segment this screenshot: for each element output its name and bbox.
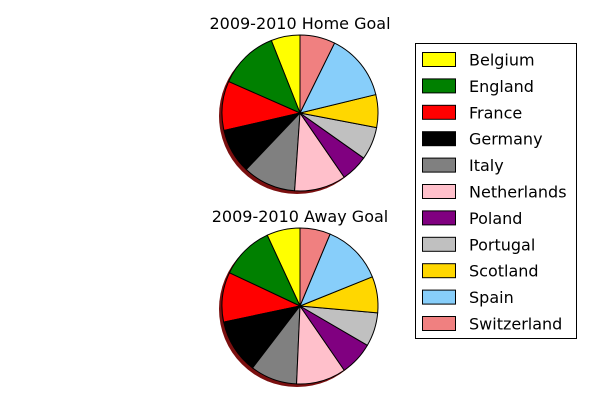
home-goal-pie: 2009-2010 Home Goal: [209, 14, 391, 194]
legend-label-poland: Poland: [469, 209, 522, 228]
legend-swatch-poland: [422, 210, 456, 226]
legend-swatch-france: [422, 104, 456, 120]
legend-label-spain: Spain: [469, 288, 514, 307]
away-slice-spain: [299, 233, 373, 307]
legend-label-belgium: Belgium: [469, 51, 535, 70]
home-goal-slices: [219, 34, 379, 194]
legend-label-france: France: [469, 103, 522, 122]
legend-swatch-scotland: [422, 263, 456, 279]
away-goal-title: 2009-2010 Away Goal: [212, 207, 388, 226]
legend-label-germany: Germany: [469, 130, 543, 149]
legend-swatch-spain: [422, 289, 456, 305]
home-slice-switzerland: [299, 34, 336, 114]
away-goal-pie: 2009-2010 Away Goal: [212, 207, 388, 387]
legend-label-switzerland: Switzerland: [469, 315, 562, 334]
home-slice-england: [228, 39, 301, 114]
legend-swatch-netherlands: [422, 184, 456, 199]
legend: Belgium England France Germany Italy Netherla…: [415, 43, 577, 339]
legend-items: Belgium England France Germany Italy Netherla…: [422, 51, 567, 334]
away-goal-slices: [219, 227, 379, 387]
legend-label-italy: Italy: [469, 156, 504, 175]
legend-label-netherlands: Netherlands: [469, 183, 567, 202]
home-slice-spain: [299, 42, 377, 114]
home-goal-title: 2009-2010 Home Goal: [209, 14, 390, 33]
away-slice-switzerland: [299, 227, 331, 307]
legend-label-england: England: [469, 77, 534, 96]
legend-label-portugal: Portugal: [469, 235, 535, 254]
legend-label-scotland: Scotland: [469, 262, 539, 281]
legend-swatch-portugal: [422, 236, 456, 252]
legend-swatch-germany: [422, 131, 456, 147]
legend-swatch-italy: [422, 157, 456, 173]
legend-swatch-england: [422, 78, 456, 94]
legend-swatch-switzerland: [422, 316, 456, 331]
legend-swatch-belgium: [422, 52, 456, 67]
